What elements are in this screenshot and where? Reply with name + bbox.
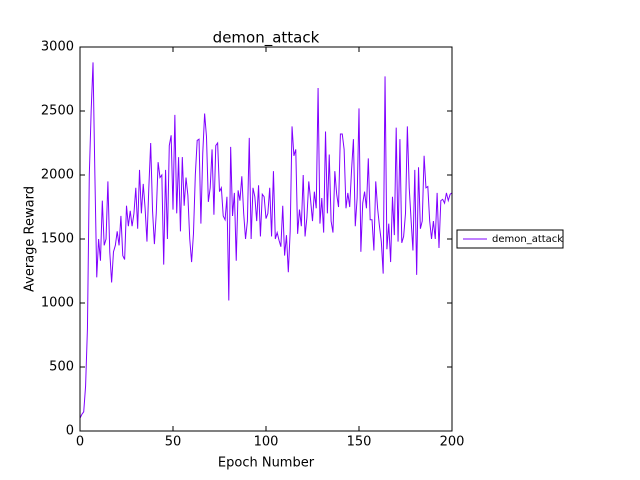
y-tick-label: 500 [49, 360, 74, 375]
x-tick-label: 100 [254, 435, 279, 450]
plot-frame [79, 46, 453, 432]
y-tick-label: 0 [66, 424, 74, 439]
legend-box [456, 229, 564, 249]
legend-label: demon_attack [492, 234, 563, 245]
x-tick-label: 150 [347, 435, 372, 450]
data-line [79, 62, 453, 419]
y-tick-label: 3000 [41, 40, 74, 55]
y-axis-label: Average Reward [23, 186, 38, 292]
x-tick-label: 50 [165, 435, 182, 450]
x-axis-label: Epoch Number [218, 456, 315, 471]
y-tick-label: 1500 [41, 232, 74, 247]
y-tick-label: 2000 [41, 168, 74, 183]
y-tick-label: 1000 [41, 296, 74, 311]
y-tick-label: 2500 [41, 104, 74, 119]
x-tick-label: 0 [76, 435, 84, 450]
x-tick-label: 200 [440, 435, 465, 450]
chart-title: demon_attack [213, 29, 320, 48]
